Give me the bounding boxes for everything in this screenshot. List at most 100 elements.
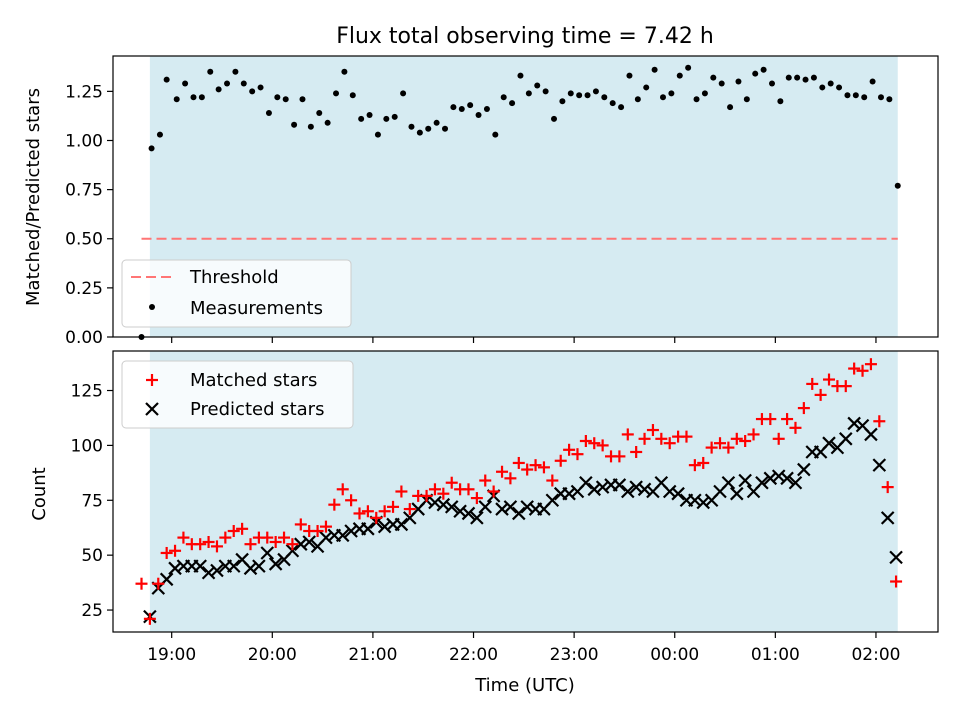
predicted-star-point [730,486,744,501]
measurement-point [534,82,541,89]
predicted-star-point [838,432,853,446]
matched-star-point [387,500,400,513]
measurement-point [483,106,490,113]
matched-star-point [806,377,819,390]
measurement-point [559,98,566,105]
matched-star-point [546,474,559,487]
matched-stars-points [135,358,903,625]
measurement-point [836,84,843,91]
predicted-star-point [872,458,887,472]
measurement-point [618,104,625,111]
measurement-point [601,94,608,101]
measurement-point [316,109,323,116]
predicted-star-point [478,500,493,514]
matched-star-point [563,443,576,456]
bottom-y-tick-label: 100 [71,436,103,456]
measurement-point [240,80,247,87]
measurement-point [148,145,155,152]
matched-star-point [370,511,383,524]
matched-star-point [512,456,525,469]
matched-star-point [730,432,743,445]
measurement-point [567,90,574,97]
measurement-point [341,68,348,75]
matched-star-point [504,472,517,485]
matched-star-point [864,358,877,371]
predicted-star-point [637,482,652,497]
matched-star-point [219,531,232,544]
predicted-star-point [621,484,635,499]
measurement-point [374,131,381,138]
measurement-point [500,94,507,101]
measurement-point [634,96,641,103]
measurement-point [492,131,499,138]
predicted-star-point [738,473,752,488]
measurement-point [852,92,859,99]
matched-star-point [521,463,534,476]
predicted-star-point [361,522,375,536]
matched-star-point [722,441,735,454]
x-tick-label: 21:00 [348,645,397,665]
matched-star-point [160,546,173,559]
x-tick-label: 01:00 [751,645,800,665]
measurement-point [190,94,197,101]
measurement-point [425,125,432,132]
predicted-star-point [587,482,602,497]
measurement-point [676,72,683,79]
measurement-point [433,119,440,126]
predicted-star-point [889,550,903,565]
matched-star-point [177,531,190,544]
predicted-star-point [268,557,283,571]
top-y-tick-label: 0.75 [65,181,103,201]
measurement-point [517,72,524,79]
matched-star-point [378,505,391,518]
matched-star-point [269,535,282,548]
measurement-point [400,90,407,97]
matched-star-point [638,432,651,445]
measurement-point [609,100,616,107]
predicted-star-point [612,478,627,492]
matched-legend-swatch [146,374,158,386]
predicted-legend-swatch [145,402,159,416]
predicted-star-point [545,493,560,508]
predicted-star-point [335,528,350,543]
measurement-point [693,96,700,103]
matched-star-point [143,612,156,625]
measurement-point [760,66,767,73]
measurement-point [626,72,633,79]
matched-star-point [571,448,584,461]
measurement-point [408,123,415,130]
x-tick-label: 02:00 [851,645,900,665]
threshold-legend-label: Threshold [189,267,279,288]
matched-star-point [437,487,450,500]
bottom-y-tick-label: 50 [81,546,103,566]
bottom-x-axis: 19:00 20:00 21:00 22:00 23:00 00:00 01:00 02:00 [147,632,900,665]
matched-star-point [772,432,785,445]
matched-star-point [353,507,366,520]
matched-star-point [630,445,643,458]
measurement-point [509,100,516,107]
predicted-star-point [662,484,677,499]
matched-star-point [873,415,886,428]
measurement-point [307,123,314,130]
measurement-point [894,182,901,189]
measurement-point [198,94,205,101]
measurement-point [576,92,583,99]
measurement-point [727,104,734,111]
matched-legend-label: Matched stars [190,370,317,391]
matched-star-point [663,437,676,450]
predicted-star-point [201,565,216,580]
measurement-point [827,80,834,87]
matched-star-point [194,538,207,551]
measurement-point [861,94,868,101]
matched-star-point [646,424,659,437]
matched-star-point [781,413,794,426]
matched-star-point [420,489,433,502]
matched-star-point [596,439,609,452]
matched-star-point [705,441,718,454]
predicted-star-point [453,504,467,519]
predicted-star-point [461,506,476,521]
matched-star-point [487,485,500,498]
top-legend-box [121,259,352,328]
measurement-point [366,111,373,118]
matched-star-point [764,413,777,426]
